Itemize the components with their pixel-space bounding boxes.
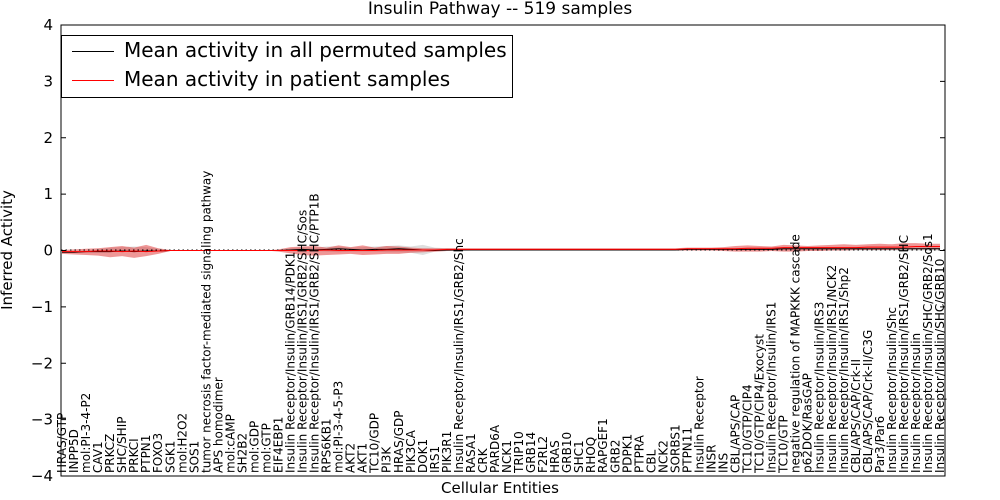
x-category-label: F2RL2	[536, 436, 550, 473]
x-category-label: CBL	[644, 449, 658, 473]
y-tick-label: −1	[31, 298, 53, 316]
x-category-label: NCK1	[500, 440, 514, 473]
x-category-label: Insulin Receptor/Insulin/IRS1/GRB2/SHC/S…	[296, 210, 310, 473]
x-category-label: Insulin Receptor/Insulin/IRS1/GRB2/Shc	[452, 238, 466, 473]
x-category-label: PIK3R1	[440, 431, 454, 473]
x-category-label: Insulin Receptor/Insulin/IRS3	[813, 302, 827, 473]
x-category-label: mol:PI-3-4-5-P3	[332, 381, 346, 473]
x-category-label: PI3K	[380, 446, 394, 473]
x-category-label: CBL/APS/CAP	[729, 395, 743, 473]
x-category-label: CBL/APS/CAP/Crk-II/C3G	[861, 330, 875, 473]
x-category-label: SHC1	[572, 440, 586, 473]
x-category-label: CBL/APS/CAP/Crk-II	[849, 359, 863, 473]
x-category-label: APS homodimer	[211, 377, 225, 473]
x-category-label: p62DOK/RasGAP	[801, 373, 815, 473]
x-category-label: Insulin Receptor/Insulin	[909, 333, 923, 473]
x-category-label: PTPN11	[680, 427, 694, 473]
x-category-label: INPP5D	[67, 429, 81, 473]
x-category-label: HRAS/GTP	[55, 413, 69, 473]
y-tick-label: −2	[31, 354, 53, 372]
y-tick-label: 4	[43, 16, 53, 34]
x-category-label: PTPN1	[139, 435, 153, 473]
legend-entry-permuted: Mean activity in all permuted samples	[62, 37, 512, 65]
legend: Mean activity in all permuted samples Me…	[61, 35, 513, 98]
x-category-label: TRIP10	[512, 431, 526, 474]
x-category-label: DOK1	[416, 439, 430, 473]
x-category-label: Insulin Receptor/Insulin/IRS1/GRB2/SHC	[897, 235, 911, 473]
x-category-label: Insulin Receptor/Insulin/IRS1/NCK2	[825, 265, 839, 473]
y-axis-ticks: −4 −3 −2 −1 0 1 2 3 4	[31, 16, 945, 485]
x-category-label: PRKCI	[127, 438, 141, 473]
x-category-label: RPS6KB1	[320, 418, 334, 473]
x-category-label: TC10/GDP	[368, 413, 382, 474]
x-category-label: RASA1	[464, 433, 478, 473]
x-category-label: Par3/Par6	[873, 416, 887, 473]
y-tick-label: −3	[31, 411, 53, 429]
legend-label-permuted: Mean activity in all permuted samples	[124, 38, 507, 62]
x-category-label: GRB14	[524, 432, 538, 473]
x-category-label: tumor necrosis factor-mediated signaling…	[199, 171, 213, 473]
y-tick-label: 3	[43, 72, 53, 90]
x-category-label: HRAS/GDP	[392, 410, 406, 473]
x-category-label: mol:H2O2	[175, 413, 189, 473]
x-category-label: Insulin Receptor/Insulin/Shc	[885, 307, 899, 473]
chart-title: Insulin Pathway -- 519 samples	[368, 0, 633, 19]
x-category-label: AKT1	[356, 443, 370, 473]
x-category-label: Insulin Receptor	[692, 376, 706, 473]
x-category-label: mol:GTP	[259, 423, 273, 473]
x-category-label: TC10/GTP/CIP4	[741, 384, 755, 474]
x-category-label: CRK	[476, 447, 490, 473]
x-category-label: mol:cAMP	[223, 414, 237, 473]
y-tick-label: −4	[31, 467, 53, 485]
x-category-label: Insulin Receptor/Insulin/SHC/GRB2/Sos1	[921, 233, 935, 473]
x-category-label: PTPRA	[632, 434, 646, 473]
x-category-label: NCK2	[656, 440, 670, 473]
x-axis-label: Cellular Entities	[441, 479, 559, 497]
x-category-label: TC10/GTP/CIP4/Exocyst	[753, 334, 767, 474]
x-category-label: HRAS	[548, 440, 562, 473]
x-category-label: mol:GDP	[247, 421, 261, 473]
x-category-label: SH2B2	[235, 433, 249, 473]
x-category-label: Insulin Receptor/Insulin/SHC/GRB10	[933, 259, 947, 473]
x-category-label: SGK1	[163, 441, 177, 473]
y-axis-label: Inferred Activity	[0, 190, 16, 310]
x-category-label: INS	[717, 453, 731, 473]
series-line-patient	[62, 246, 940, 253]
x-category-label: negative regulation of MAPKKK cascade	[789, 234, 803, 473]
x-category-label: GRB2	[608, 439, 622, 473]
x-category-label: AKT2	[344, 443, 358, 473]
y-tick-label: 2	[43, 129, 53, 147]
x-category-label: Insulin Receptor/Insulin/GRB14/PDK1	[284, 252, 298, 473]
y-tick-label: 1	[43, 185, 53, 203]
x-category-label: INSR	[704, 445, 718, 473]
legend-label-patient: Mean activity in patient samples	[124, 67, 451, 91]
x-category-label: Insulin Receptor/Insulin/IRS1/Shp2	[837, 267, 851, 473]
x-category-label: TC10/GTP	[777, 415, 791, 474]
x-category-label: CAV1	[91, 441, 105, 473]
x-category-label: IRS1	[428, 446, 442, 473]
x-category-label: GRB10	[560, 432, 574, 473]
x-category-label: PRKCZ	[103, 434, 117, 473]
legend-swatch-patient	[72, 80, 114, 81]
x-category-label: EIF4EBP1	[271, 417, 285, 473]
x-category-label: Insulin Receptor/Insulin/IRS1	[765, 302, 779, 473]
legend-entry-patient: Mean activity in patient samples	[62, 66, 512, 94]
x-category-label: mol:PI-3-4-P2	[79, 393, 93, 473]
x-category-label: RAPGEF1	[596, 418, 610, 473]
x-category-label: SOS1	[187, 441, 201, 473]
x-category-label: SORBS1	[668, 424, 682, 473]
x-category-label: FOXO3	[151, 433, 165, 473]
x-category-label: PDPK1	[620, 434, 634, 473]
legend-swatch-permuted	[72, 51, 114, 52]
x-category-label: PIK3CA	[404, 429, 418, 473]
x-category-label: PARD6A	[488, 424, 502, 473]
x-category-label: RHOQ	[584, 437, 598, 473]
confidence-band-patient	[62, 243, 940, 258]
x-axis-category-labels: HRAS/GTPINPP5Dmol:PI-3-4-P2CAV1PRKCZSHC/…	[55, 171, 947, 474]
y-tick-label: 0	[43, 242, 53, 260]
series-lines	[62, 246, 940, 253]
x-category-label: SHC/SHIP	[115, 417, 129, 473]
x-category-label: Insulin Receptor/Insulin/IRS1/GRB2/SHC/P…	[308, 193, 322, 473]
